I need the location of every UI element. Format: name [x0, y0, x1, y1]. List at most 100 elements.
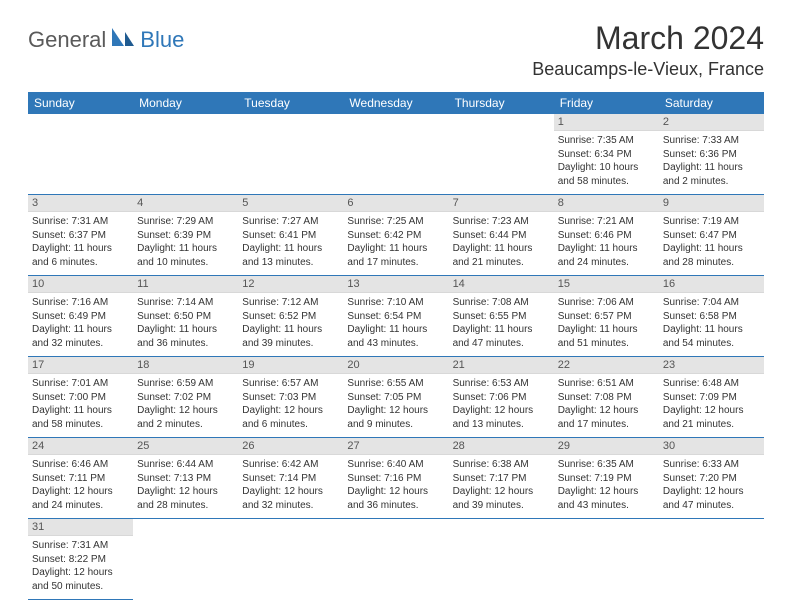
calendar-day-cell: 12Sunrise: 7:12 AMSunset: 6:52 PMDayligh…: [238, 276, 343, 357]
day-number: 12: [238, 276, 343, 293]
day-detail-line: Sunrise: 7:12 AM: [242, 296, 339, 310]
day-number: 30: [659, 438, 764, 455]
calendar-week-row: 3Sunrise: 7:31 AMSunset: 6:37 PMDaylight…: [28, 195, 764, 276]
day-details: Sunrise: 6:51 AMSunset: 7:08 PMDaylight:…: [554, 374, 659, 437]
day-details: Sunrise: 7:29 AMSunset: 6:39 PMDaylight:…: [133, 212, 238, 275]
day-detail-line: Sunset: 7:00 PM: [32, 391, 129, 405]
day-details: Sunrise: 7:16 AMSunset: 6:49 PMDaylight:…: [28, 293, 133, 356]
day-detail-line: and 36 minutes.: [347, 499, 444, 513]
calendar-day-cell: 13Sunrise: 7:10 AMSunset: 6:54 PMDayligh…: [343, 276, 448, 357]
day-number: 29: [554, 438, 659, 455]
logo-text-general: General: [28, 27, 106, 53]
day-detail-line: and 51 minutes.: [558, 337, 655, 351]
day-detail-line: Daylight: 12 hours: [242, 404, 339, 418]
calendar-week-row: 31Sunrise: 7:31 AMSunset: 8:22 PMDayligh…: [28, 519, 764, 600]
day-details: Sunrise: 7:25 AMSunset: 6:42 PMDaylight:…: [343, 212, 448, 275]
calendar-day-cell: 23Sunrise: 6:48 AMSunset: 7:09 PMDayligh…: [659, 357, 764, 438]
day-details: Sunrise: 6:59 AMSunset: 7:02 PMDaylight:…: [133, 374, 238, 437]
day-detail-line: and 39 minutes.: [242, 337, 339, 351]
day-details: Sunrise: 7:10 AMSunset: 6:54 PMDaylight:…: [343, 293, 448, 356]
day-detail-line: Sunset: 6:57 PM: [558, 310, 655, 324]
day-number: 1: [554, 114, 659, 131]
day-detail-line: and 24 minutes.: [558, 256, 655, 270]
day-number: 3: [28, 195, 133, 212]
day-details: Sunrise: 7:01 AMSunset: 7:00 PMDaylight:…: [28, 374, 133, 437]
day-detail-line: Sunset: 7:09 PM: [663, 391, 760, 405]
calendar-day-cell: 25Sunrise: 6:44 AMSunset: 7:13 PMDayligh…: [133, 438, 238, 519]
day-detail-line: Sunset: 6:44 PM: [453, 229, 550, 243]
day-detail-line: Daylight: 11 hours: [32, 323, 129, 337]
day-detail-line: and 47 minutes.: [453, 337, 550, 351]
calendar-day-cell: 16Sunrise: 7:04 AMSunset: 6:58 PMDayligh…: [659, 276, 764, 357]
day-details: Sunrise: 7:06 AMSunset: 6:57 PMDaylight:…: [554, 293, 659, 356]
day-details: Sunrise: 7:08 AMSunset: 6:55 PMDaylight:…: [449, 293, 554, 356]
day-details: Sunrise: 6:40 AMSunset: 7:16 PMDaylight:…: [343, 455, 448, 518]
day-number: 9: [659, 195, 764, 212]
calendar-day-cell: 4Sunrise: 7:29 AMSunset: 6:39 PMDaylight…: [133, 195, 238, 276]
day-number: 15: [554, 276, 659, 293]
day-details: Sunrise: 6:46 AMSunset: 7:11 PMDaylight:…: [28, 455, 133, 518]
calendar-day-cell: 11Sunrise: 7:14 AMSunset: 6:50 PMDayligh…: [133, 276, 238, 357]
day-detail-line: Sunrise: 7:25 AM: [347, 215, 444, 229]
day-detail-line: Sunrise: 6:51 AM: [558, 377, 655, 391]
day-detail-line: Sunset: 6:58 PM: [663, 310, 760, 324]
day-detail-line: Sunrise: 7:04 AM: [663, 296, 760, 310]
calendar-day-cell: 3Sunrise: 7:31 AMSunset: 6:37 PMDaylight…: [28, 195, 133, 276]
calendar-week-row: 24Sunrise: 6:46 AMSunset: 7:11 PMDayligh…: [28, 438, 764, 519]
day-detail-line: Sunrise: 7:08 AM: [453, 296, 550, 310]
calendar-day-cell: [133, 114, 238, 195]
day-number: 21: [449, 357, 554, 374]
calendar-day-cell: [449, 114, 554, 195]
day-detail-line: and 6 minutes.: [32, 256, 129, 270]
day-detail-line: Sunset: 6:52 PM: [242, 310, 339, 324]
calendar-day-cell: [28, 114, 133, 195]
day-number: 18: [133, 357, 238, 374]
calendar-day-cell: 14Sunrise: 7:08 AMSunset: 6:55 PMDayligh…: [449, 276, 554, 357]
day-detail-line: Sunrise: 7:16 AM: [32, 296, 129, 310]
calendar-day-cell: 21Sunrise: 6:53 AMSunset: 7:06 PMDayligh…: [449, 357, 554, 438]
day-detail-line: Daylight: 12 hours: [663, 485, 760, 499]
day-details: Sunrise: 6:57 AMSunset: 7:03 PMDaylight:…: [238, 374, 343, 437]
calendar-day-cell: 18Sunrise: 6:59 AMSunset: 7:02 PMDayligh…: [133, 357, 238, 438]
calendar-day-cell: 22Sunrise: 6:51 AMSunset: 7:08 PMDayligh…: [554, 357, 659, 438]
day-detail-line: Sunset: 7:06 PM: [453, 391, 550, 405]
day-detail-line: and 47 minutes.: [663, 499, 760, 513]
day-details: Sunrise: 7:31 AMSunset: 6:37 PMDaylight:…: [28, 212, 133, 275]
day-detail-line: and 28 minutes.: [663, 256, 760, 270]
day-details: Sunrise: 7:14 AMSunset: 6:50 PMDaylight:…: [133, 293, 238, 356]
day-number: 17: [28, 357, 133, 374]
calendar-day-cell: 6Sunrise: 7:25 AMSunset: 6:42 PMDaylight…: [343, 195, 448, 276]
day-detail-line: and 36 minutes.: [137, 337, 234, 351]
day-detail-line: Sunrise: 7:10 AM: [347, 296, 444, 310]
header: General Blue March 2024 Beaucamps-le-Vie…: [28, 20, 764, 80]
calendar-day-cell: [449, 519, 554, 600]
calendar-day-cell: 1Sunrise: 7:35 AMSunset: 6:34 PMDaylight…: [554, 114, 659, 195]
day-detail-line: and 39 minutes.: [453, 499, 550, 513]
day-detail-line: Sunrise: 7:19 AM: [663, 215, 760, 229]
day-details: Sunrise: 7:23 AMSunset: 6:44 PMDaylight:…: [449, 212, 554, 275]
month-title: March 2024: [532, 20, 764, 57]
day-detail-line: and 21 minutes.: [453, 256, 550, 270]
day-detail-line: Daylight: 12 hours: [347, 485, 444, 499]
day-detail-line: and 2 minutes.: [137, 418, 234, 432]
day-detail-line: Sunrise: 7:21 AM: [558, 215, 655, 229]
calendar-day-cell: 31Sunrise: 7:31 AMSunset: 8:22 PMDayligh…: [28, 519, 133, 600]
day-detail-line: Sunrise: 6:59 AM: [137, 377, 234, 391]
day-detail-line: and 21 minutes.: [663, 418, 760, 432]
day-number: 24: [28, 438, 133, 455]
day-detail-line: Sunset: 7:19 PM: [558, 472, 655, 486]
day-detail-line: Sunset: 7:08 PM: [558, 391, 655, 405]
day-detail-line: and 2 minutes.: [663, 175, 760, 189]
day-detail-line: and 9 minutes.: [347, 418, 444, 432]
day-number: 20: [343, 357, 448, 374]
day-detail-line: Daylight: 11 hours: [137, 323, 234, 337]
day-details: Sunrise: 6:53 AMSunset: 7:06 PMDaylight:…: [449, 374, 554, 437]
logo: General Blue: [28, 26, 184, 53]
day-detail-line: Daylight: 12 hours: [347, 404, 444, 418]
day-detail-line: Sunset: 7:11 PM: [32, 472, 129, 486]
day-detail-line: Sunset: 6:37 PM: [32, 229, 129, 243]
day-detail-line: Sunrise: 7:27 AM: [242, 215, 339, 229]
calendar-day-cell: [554, 519, 659, 600]
day-detail-line: and 13 minutes.: [242, 256, 339, 270]
day-number: 4: [133, 195, 238, 212]
